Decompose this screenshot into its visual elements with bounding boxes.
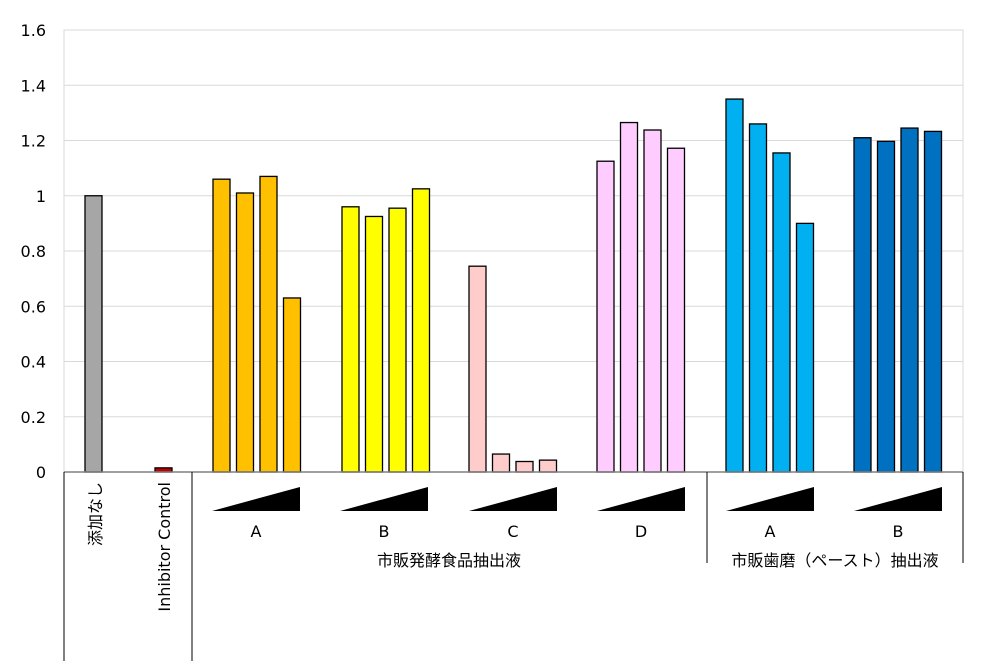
bar [900, 127, 919, 473]
concentration-wedge-icon [212, 487, 300, 511]
x-label-group: A [765, 522, 776, 541]
y-tick-label: 1.2 [21, 132, 46, 151]
bar [923, 130, 943, 473]
bar [411, 188, 431, 473]
x-label-group: B [893, 522, 904, 541]
bar [795, 222, 815, 473]
concentration-wedge-icon [854, 487, 942, 511]
y-tick-label: 1.6 [21, 21, 46, 40]
bar [876, 140, 896, 473]
y-tick-label: 1.4 [21, 76, 46, 95]
bar [388, 207, 407, 473]
y-tick-label: 0.4 [21, 353, 46, 372]
bar [515, 460, 534, 473]
bar [341, 206, 360, 473]
bars [84, 98, 943, 473]
x-label-group: C [507, 522, 518, 541]
y-tick-label: 0.8 [21, 242, 46, 261]
bar [725, 98, 744, 473]
y-axis: 0 0.2 0.4 0.6 0.8 1 1.2 1.4 1.6 [21, 21, 46, 482]
x-label-no-additive: 添加なし [86, 482, 105, 546]
bar [643, 129, 662, 473]
y-tick-label: 0.2 [21, 408, 46, 427]
x-label-inhibitor-control: Inhibitor Control [155, 482, 174, 612]
bar [596, 160, 615, 473]
concentration-wedge-icon [597, 487, 685, 511]
bar [748, 123, 768, 473]
concentration-wedge-icon [726, 487, 814, 511]
concentration-wedge-icon [340, 487, 428, 511]
bar [853, 137, 872, 473]
y-tick-label: 0.6 [21, 297, 46, 316]
category-label: 市販発酵食品抽出液 [377, 551, 521, 570]
x-label-group: B [379, 522, 390, 541]
bar [538, 459, 558, 473]
category-label: 市販歯磨（ペースト）抽出液 [731, 551, 938, 570]
bar [619, 121, 639, 473]
bar [212, 178, 231, 473]
x-axis: 添加なし Inhibitor Control A B C D A B 市販発酵食品抽出液 市販歯磨… [63, 471, 964, 661]
bar [666, 147, 686, 473]
gridlines [63, 29, 964, 473]
bar [364, 215, 384, 473]
bar [259, 175, 278, 473]
x-label-group: A [251, 522, 262, 541]
concentration-wedge-icon [469, 487, 557, 511]
bar [235, 192, 255, 473]
bar [282, 297, 302, 473]
x-label-group: D [635, 522, 647, 541]
bar [468, 265, 487, 473]
bar [772, 152, 791, 473]
bar [84, 195, 103, 473]
bar [491, 453, 511, 473]
y-tick-label: 0 [36, 463, 46, 482]
y-tick-label: 1 [36, 187, 46, 206]
